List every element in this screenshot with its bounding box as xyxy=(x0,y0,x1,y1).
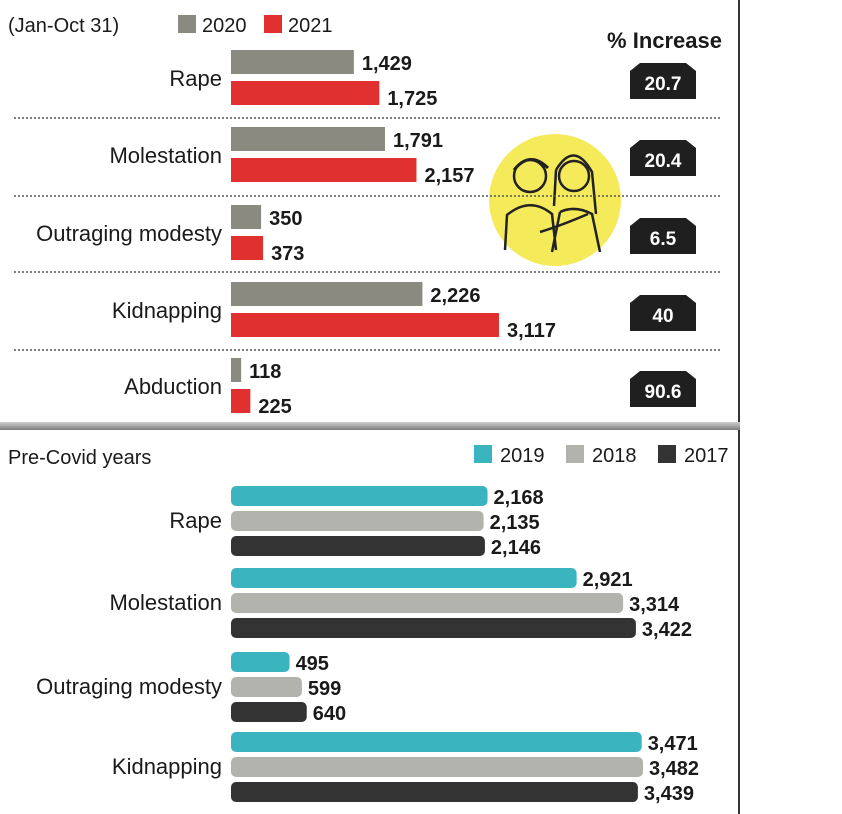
value-label-2018: 599 xyxy=(308,678,341,700)
value-label-2020: 118 xyxy=(249,361,281,383)
bar-2019-molestation xyxy=(231,568,577,588)
value-label-2018: 3,314 xyxy=(629,594,680,616)
value-label-2017: 3,422 xyxy=(642,619,692,641)
legend-swatch-2017 xyxy=(658,445,676,463)
row-molestation: Molestation 2,921 3,314 3,422 xyxy=(109,568,692,641)
bar-2020-molestation xyxy=(231,127,385,151)
value-label-2021: 2,157 xyxy=(424,165,474,187)
row-outraging-modesty: Outraging modesty 495 599 640 xyxy=(36,652,346,725)
value-label-2017: 640 xyxy=(313,703,346,725)
bar-2020-kidnapping xyxy=(231,282,423,306)
bar-2017-kidnapping xyxy=(231,782,638,802)
bar-2021-rape xyxy=(231,81,380,105)
legend-label-2021: 2021 xyxy=(288,15,333,37)
row-molestation: Molestation 1,791 2,157 20.4 xyxy=(109,127,696,187)
category-label: Kidnapping xyxy=(112,754,222,779)
increase-value: 6.5 xyxy=(650,229,677,250)
value-label-2019: 3,471 xyxy=(648,733,698,755)
value-label-2018: 2,135 xyxy=(490,512,540,534)
bar-2018-rape xyxy=(231,511,484,531)
bottom-panel: Pre-Covid years 2019 2018 2017 Rape 2,168 2,13… xyxy=(0,430,740,814)
increase-value: 90.6 xyxy=(645,382,682,403)
row-kidnapping: Kidnapping 3,471 3,482 3,439 xyxy=(112,732,699,805)
row-outraging-modesty: Outraging modesty 350 373 6.5 xyxy=(36,205,696,265)
value-label-2020: 2,226 xyxy=(430,285,480,307)
man-hair xyxy=(512,158,550,171)
increase-value: 20.4 xyxy=(645,151,682,172)
bar-2019-outraging-modesty xyxy=(231,652,290,672)
man-body xyxy=(503,204,558,251)
bar-2019-rape xyxy=(231,486,488,506)
increase-value: 40 xyxy=(652,306,673,327)
value-label-2021: 373 xyxy=(271,243,304,265)
woman-head xyxy=(557,159,591,193)
chart-2020-2021: (Jan-Oct 31) 2020 2021 % Increase Rape 1,429 1… xyxy=(8,15,722,418)
value-label-2020: 1,791 xyxy=(393,130,443,152)
man-arm xyxy=(539,212,589,234)
bar-2019-kidnapping xyxy=(231,732,642,752)
chart-subtitle: (Jan-Oct 31) xyxy=(8,15,119,37)
increase-badge xyxy=(630,63,696,99)
bar-2017-molestation xyxy=(231,618,636,638)
legend-swatch-2020 xyxy=(178,15,196,33)
woman-body xyxy=(550,207,602,253)
bar-2020-abduction xyxy=(231,358,242,382)
bar-2017-rape xyxy=(231,536,485,556)
legend-swatch-2018 xyxy=(566,445,584,463)
legend-swatch-2021 xyxy=(264,15,282,33)
legend-label-2020: 2020 xyxy=(202,15,247,37)
bar-2020-rape xyxy=(231,50,354,74)
value-label-2021: 1,725 xyxy=(387,88,437,110)
legend-swatch-2019 xyxy=(474,445,492,463)
value-label-2019: 495 xyxy=(296,653,329,675)
value-label-2020: 1,429 xyxy=(362,53,412,75)
bar-2020-outraging-modesty xyxy=(231,205,262,229)
row-rape: Rape 1,429 1,725 20.7 xyxy=(169,50,696,110)
top-panel: (Jan-Oct 31) 2020 2021 % Increase Rape 1,429 1… xyxy=(0,0,740,428)
bar-2018-kidnapping xyxy=(231,757,643,777)
chart-title: Pre-Covid years xyxy=(8,447,151,469)
bar-2017-outraging-modesty xyxy=(231,702,307,722)
category-label: Kidnapping xyxy=(112,298,222,323)
category-label: Outraging modesty xyxy=(36,221,222,246)
increase-badge xyxy=(630,295,696,331)
couple-illustration-icon xyxy=(489,134,621,266)
value-label-2020: 350 xyxy=(269,208,302,230)
category-label: Outraging modesty xyxy=(36,674,222,699)
category-label: Molestation xyxy=(109,143,222,168)
chart-pre-covid: Pre-Covid years 2019 2018 2017 Rape 2,168 2,13… xyxy=(8,445,729,805)
category-label: Molestation xyxy=(109,590,222,615)
bar-2021-abduction xyxy=(231,389,251,413)
value-label-2021: 225 xyxy=(258,396,291,418)
bar-2021-kidnapping xyxy=(231,313,499,337)
category-label: Abduction xyxy=(124,374,222,399)
bar-2021-outraging-modesty xyxy=(231,236,264,260)
bar-2018-outraging-modesty xyxy=(231,677,302,697)
value-label-2019: 2,168 xyxy=(494,487,544,509)
legend-label-2019: 2019 xyxy=(500,445,545,467)
value-label-2021: 3,117 xyxy=(507,320,556,342)
value-label-2017: 2,146 xyxy=(491,537,541,559)
bar-2021-molestation xyxy=(231,158,417,182)
bar-2018-molestation xyxy=(231,593,624,613)
row-kidnapping: Kidnapping 2,226 3,117 40 xyxy=(112,282,696,342)
value-label-2018: 3,482 xyxy=(649,758,699,780)
increase-badge xyxy=(630,218,696,254)
legend-label-2018: 2018 xyxy=(592,445,637,467)
increase-value: 20.7 xyxy=(645,74,682,95)
legend-label-2017: 2017 xyxy=(684,445,729,467)
woman-hair xyxy=(552,154,598,215)
value-label-2017: 3,439 xyxy=(644,783,694,805)
increase-badge xyxy=(630,371,696,407)
category-label: Rape xyxy=(169,508,222,533)
value-label-2019: 2,921 xyxy=(583,569,633,591)
row-rape: Rape 2,168 2,135 2,146 xyxy=(169,486,544,559)
row-abduction: Abduction 118 225 90.6 xyxy=(124,358,696,418)
increase-badge xyxy=(630,140,696,176)
category-label: Rape xyxy=(169,66,222,91)
increase-header: % Increase xyxy=(607,28,722,53)
